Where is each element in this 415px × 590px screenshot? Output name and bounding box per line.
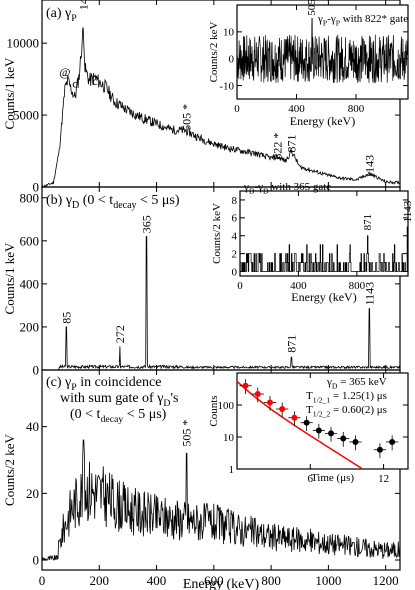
panel-a-peak-label: 145 * <box>77 0 91 10</box>
panel-b-inset-ytick-label: 2 <box>232 248 238 260</box>
panel-c-inset-data-point <box>242 382 249 389</box>
panel-b-peak-label: 272 <box>113 325 127 343</box>
panel-b-inset-ytick-label: 4 <box>232 231 238 243</box>
panel-a-peak-label: 505 * <box>180 104 194 131</box>
panel-b-ytick-label: 0 <box>33 363 40 378</box>
panel-a-inset-xlabel: Energy (keV) <box>290 114 355 128</box>
panel-c-inset-legend: γD = 365 keV <box>326 376 387 390</box>
panel-c-inset-xtick-label: 12 <box>378 473 389 485</box>
panel-c-inset-bg <box>237 373 408 469</box>
panel-a-spectrum-line <box>41 27 401 188</box>
panel-b-ytick-label: 400 <box>20 276 40 291</box>
panel-c-inset-ytick-label: 100 <box>218 400 235 412</box>
panel-a-inset-xtick-label: 800 <box>348 103 365 115</box>
panel-b-peak-label: 871 <box>284 335 298 353</box>
panel-b-inset-peak-label: 871 <box>362 214 374 231</box>
panel-c-ylabel: Counts/2 keV <box>2 433 17 505</box>
panel-a-peak-label: 822 * <box>270 133 284 160</box>
panel-c-xtick-label: 600 <box>204 573 224 588</box>
panel-a-peak-label: c <box>92 74 97 88</box>
panel-b-peak-label: 365 <box>140 215 154 233</box>
panel-b-peak-label: 85 <box>59 312 73 324</box>
panel-c-inset-ytick-label: 1 <box>229 464 235 476</box>
panel-a-inset-ytick-label: -10 <box>219 80 234 92</box>
panel-a-inset-peak-label: 505 * <box>306 0 318 16</box>
panel-a-peak-label: @ <box>59 65 70 79</box>
panel-a-inset-xtick-label: 0 <box>234 103 240 115</box>
panel-b-inset-spectrum <box>240 226 409 272</box>
panel-c-xtick-label: 0 <box>39 573 46 588</box>
panel-c-inset-data-point <box>279 405 286 412</box>
panel-c-inset-ylabel: Counts <box>208 395 220 426</box>
panel-c-xtick-label: 1000 <box>315 573 341 588</box>
panel-c-peak-label: 505 * <box>180 420 194 447</box>
panel-b-ylabel: Counts/1 keV <box>2 242 17 314</box>
panel-a-peak-label: 871 <box>284 134 298 152</box>
panel-c-inset-data-point <box>266 399 273 406</box>
panel-a-label: (a) γP <box>46 6 77 24</box>
panel-c-inset-data-point <box>291 414 298 421</box>
panel-c-spectrum-line <box>41 439 401 562</box>
panel-a-inset-xtick-label: 400 <box>288 103 305 115</box>
panel-c-frame <box>41 369 401 571</box>
panel-b-spectrum-line <box>42 236 401 371</box>
panel-b-inset-xlabel: Energy (keV) <box>291 290 356 304</box>
panel-c-inset-data-point <box>340 435 347 442</box>
panel-a-inset-frame <box>236 4 409 100</box>
panel-b-inset-xtick-label: 800 <box>349 280 366 292</box>
panel-c-label-line2: with sum gate of γD's <box>60 391 178 409</box>
panel-c-xtick-label: 400 <box>147 573 167 588</box>
panel-a-ylabel: Counts/1 keV <box>2 57 17 129</box>
panel-a-peak-label: 1143 <box>362 155 376 179</box>
panel-b-ytick-label: 200 <box>20 319 40 334</box>
panel-a-inset-spectrum <box>236 18 409 84</box>
panel-b-inset-ytick-label: 8 <box>232 195 238 207</box>
panel-a-ytick-label: 0 <box>33 180 40 195</box>
panel-c-inset-data-point <box>376 446 383 453</box>
panel-c-inset-frame <box>236 372 409 470</box>
panel-a-inset-title: γP-γP with 822* gate <box>317 13 408 27</box>
panel-a-ytick-label: 5000 <box>13 108 39 123</box>
panel-c-inset-ytick-label: 10 <box>223 432 235 444</box>
panel-c-inset-xtick-label: 6 <box>308 473 314 485</box>
panel-c-inset-data-point <box>303 419 310 426</box>
panel-a-peak-label: c <box>72 77 77 91</box>
panel-c-xtick-label: 1200 <box>373 573 399 588</box>
panel-b-ytick-label: 800 <box>20 190 40 205</box>
panel-b-inset-ytick-label: 0 <box>232 266 238 278</box>
panel-c-inset-data-point <box>254 391 261 398</box>
panel-b-ytick-label: 600 <box>20 233 40 248</box>
panel-b-label: (b) γD (0 < tdecay < 5 μs) <box>46 193 180 211</box>
panel-c-label: (c) γP in coincidence <box>46 375 161 393</box>
panel-a-ytick-label: 10000 <box>7 36 40 51</box>
panel-c-ytick-label: 40 <box>26 419 39 434</box>
panel-b-inset-title: γD-γD with 365 gate <box>243 181 331 195</box>
panel-c-inset-data-point <box>328 430 335 437</box>
panel-b-inset-ylabel: Counts/2 keV <box>211 203 223 264</box>
panel-b-inset-xtick-label: 400 <box>290 280 307 292</box>
panel-c-xtick-label: 800 <box>261 573 281 588</box>
panel-b-inset-xtick-label: 0 <box>237 280 243 292</box>
panel-a-inset-ytick-label: 10 <box>223 27 235 39</box>
panel-c-xlabel: Energy (keV) <box>183 577 260 590</box>
panel-c-inset-data-point <box>315 427 322 434</box>
panel-b-inset-ytick-label: 6 <box>232 213 238 225</box>
panel-c-inset-t2: T1/2_2 = 0.60(2) μs <box>306 404 387 418</box>
panel-b-inset-peak-label: 1143 <box>402 200 414 222</box>
panel-c-label-line3: (0 < tdecay < 5 μs) <box>70 407 167 425</box>
panel-b-inset-frame <box>239 190 409 277</box>
panel-c-xtick-label: 200 <box>90 573 110 588</box>
panel-c-ytick-label: 20 <box>26 486 39 501</box>
panel-c-inset-data-point <box>352 438 359 445</box>
panel-c-inset-data-point <box>389 438 396 445</box>
panel-c-inset-xlabel: Time (μs) <box>311 472 354 484</box>
panel-c-inset-t1: T1/2_1 = 1.25(1) μs <box>306 390 387 404</box>
panel-b-peak-label: 1143 <box>362 282 376 306</box>
panel-a-inset-ylabel: Counts/2 keV <box>208 22 220 83</box>
panel-a-inset-ytick-label: 0 <box>229 54 235 66</box>
panel-c-ytick-label: 0 <box>33 553 40 568</box>
